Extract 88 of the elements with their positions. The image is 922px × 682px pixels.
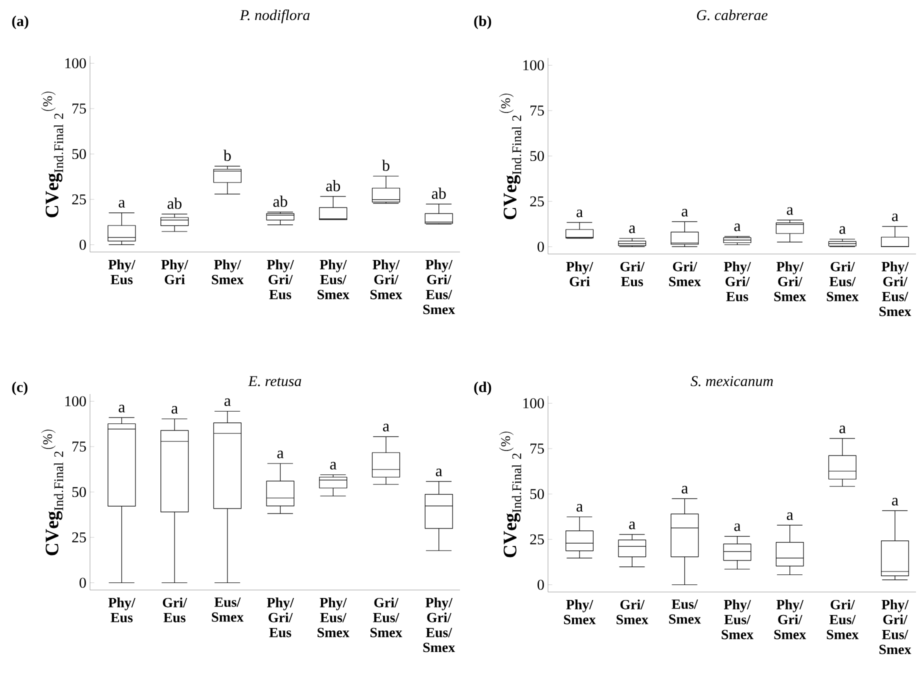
x-tick-label: Gri/Smex [616, 600, 648, 624]
annotation: a [436, 468, 442, 476]
annotation: a [682, 208, 688, 216]
chart-title: P. nodiflora [240, 10, 310, 24]
annotation: a [118, 200, 126, 208]
y-tick-label: 50 [72, 486, 86, 498]
x-tick-label: Phy/Eus [108, 260, 136, 284]
annotation: a [277, 450, 284, 458]
annotation: a [576, 210, 583, 218]
x-tick-label: Gri/Smex [669, 262, 701, 286]
annotation: ab [273, 196, 288, 207]
x-tick-label: Phy/Eus/Smex [318, 598, 350, 638]
x-tick-label: Gri/Eus [162, 598, 188, 622]
annotation: a [786, 207, 794, 215]
annotation: ab [432, 188, 446, 199]
x-tick-label: Gri/Eus/Smex [370, 598, 402, 638]
annotation: a [224, 398, 231, 406]
y-tick-label: 75 [530, 444, 544, 454]
y-tick-label: 25 [530, 196, 544, 206]
y-tick-label: 100 [65, 58, 86, 68]
chart-title: E. retusa [248, 376, 302, 386]
x-tick-label: Phy/Gri/Eus/Smex [879, 600, 912, 654]
text: (b) [474, 16, 492, 30]
y-tick-label: 0 [80, 578, 86, 588]
y-axis-title: $\mathbf{CVeg}_{\mathrm{Ind.Final\ 2}}{}^{(\%)}$ [41, 430, 64, 556]
x-tick-label: Eus/Smex [212, 598, 244, 622]
x-tick-label: Phy/Eus/Smex [318, 260, 350, 300]
y-tick-label: 25 [72, 194, 86, 204]
annotation: a [629, 522, 636, 530]
y-tick-label: 75 [72, 442, 86, 452]
annotation: a [118, 404, 126, 412]
x-tick-label: Phy/Gri/Eus/Smex [423, 598, 456, 652]
annotation: a [734, 523, 741, 532]
text: (d) [474, 382, 492, 396]
y-tick-label: 50 [530, 488, 544, 500]
x-tick-label: Gri/Eus [620, 262, 645, 286]
annotation: a [734, 224, 741, 232]
y-tick-label: 25 [72, 532, 86, 542]
x-tick-label: Phy/Gri/Eus [724, 262, 751, 302]
text: (a) [12, 16, 28, 30]
y-tick-label: 25 [530, 534, 544, 544]
x-tick-label: Phy/Gri/Eus/Smex [423, 260, 456, 314]
y-axis-title: $\mathbf{CVeg}_{\mathrm{Ind.Final\ 2}}{}^{(\%)}$ [499, 432, 522, 558]
x-tick-label: Phy/Gri/Eus/Smex [879, 262, 912, 316]
x-tick-label: Eus/Smex [669, 600, 701, 624]
annotation: a [576, 504, 583, 512]
y-tick-label: 50 [530, 150, 544, 162]
y-axis-title: $\mathbf{CVeg}_{\mathrm{Ind.Final\ 2}}{}^{(\%)}$ [41, 92, 64, 218]
annotation: b [223, 150, 231, 161]
x-tick-label: Phy/Gri [566, 262, 594, 286]
text: (c) [12, 382, 28, 396]
annotation: a [839, 426, 846, 434]
y-tick-label: 0 [538, 580, 544, 590]
x-tick-label: Phy/Gri/Smex [774, 262, 806, 302]
x-tick-label: Gri/Eus/Smex [826, 262, 859, 302]
x-tick-label: Phy/Gri/Smex [370, 260, 402, 300]
chart-title: S. mexicanum [690, 376, 773, 386]
x-tick-label: Phy/Smex [564, 600, 596, 624]
y-tick-label: 0 [80, 240, 86, 250]
y-tick-label: 75 [530, 106, 544, 116]
annotation: a [682, 486, 688, 494]
annotation: a [629, 226, 636, 234]
y-tick-label: 100 [65, 396, 86, 406]
y-tick-label: 100 [523, 398, 544, 408]
annotation: a [786, 512, 794, 520]
x-tick-label: Phy/Gri [161, 260, 188, 284]
annotation: a [383, 424, 390, 432]
y-axis-title: $\mathbf{CVeg}_{\mathrm{Ind.Final\ 2}}{}^{(\%)}$ [499, 94, 522, 220]
annotation: ab [168, 198, 182, 209]
y-tick-label: 50 [72, 148, 86, 160]
x-tick-label: Phy/Gri/Eus [266, 260, 294, 300]
y-tick-label: 0 [538, 242, 544, 252]
x-tick-label: Phy/Smex [212, 260, 244, 284]
annotation: a [892, 498, 898, 506]
chart-title: G. cabrerae [697, 10, 768, 20]
annotation: a [172, 406, 178, 414]
x-tick-label: Gri/Eus/Smex [826, 600, 859, 640]
y-tick-label: 75 [72, 104, 86, 114]
annotation: a [330, 462, 336, 470]
y-tick-label: 100 [523, 60, 544, 70]
annotation: ab [326, 180, 340, 192]
x-tick-label: Phy/Gri/Eus [266, 598, 294, 638]
x-tick-label: Phy/Eus [108, 598, 136, 622]
annotation: b [382, 160, 390, 171]
x-tick-label: Phy/Eus/Smex [722, 600, 754, 640]
annotation: a [839, 226, 846, 234]
x-tick-label: Phy/Gri/Smex [774, 600, 806, 640]
annotation: a [892, 214, 898, 222]
